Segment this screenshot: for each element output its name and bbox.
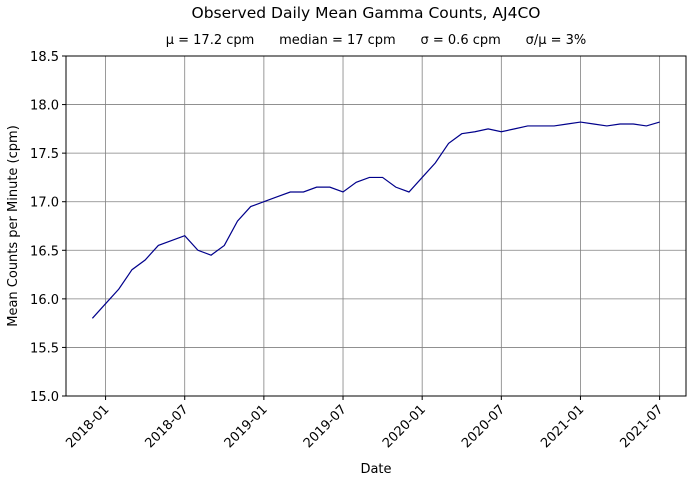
x-tick-label: 2021-01	[538, 402, 587, 451]
x-tick-label: 2019-07	[301, 402, 350, 451]
plot-frame	[65, 55, 687, 397]
x-tick-label: 2020-07	[459, 402, 508, 451]
y-tick-label: 18.0	[30, 99, 59, 114]
x-tick-label: 2020-01	[380, 402, 429, 451]
y-tick-label: 16.0	[30, 293, 59, 308]
x-tick-label: 2018-01	[63, 402, 112, 451]
y-tick-label: 15.0	[30, 390, 59, 405]
chart-title: Observed Daily Mean Gamma Counts, AJ4CO	[192, 4, 541, 22]
data-line	[91, 121, 660, 319]
x-tick-label: 2019-01	[222, 402, 271, 451]
x-axis-label: Date	[360, 462, 391, 477]
y-axis-label: Mean Counts per Minute (cpm)	[6, 125, 21, 327]
y-tick-label: 18.5	[30, 50, 59, 65]
y-tick-label: 17.0	[30, 196, 59, 211]
y-tick-label: 17.5	[30, 147, 59, 162]
y-tick-label: 16.5	[30, 244, 59, 259]
x-tick-label: 2018-07	[143, 402, 192, 451]
chart-subtitle: μ = 17.2 cpm median = 17 cpm σ = 0.6 cpm…	[166, 33, 587, 48]
y-tick-label: 15.5	[30, 341, 59, 356]
x-tick-label: 2021-07	[617, 402, 666, 451]
